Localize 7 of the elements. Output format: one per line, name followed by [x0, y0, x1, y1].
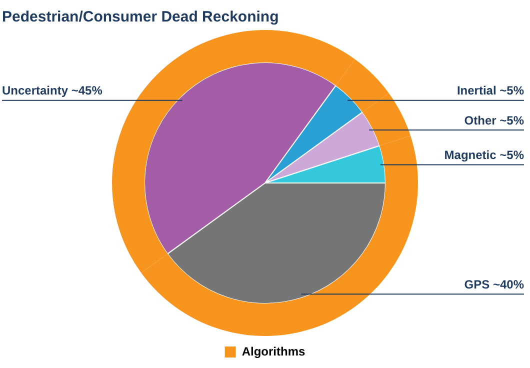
- chart-title: Pedestrian/Consumer Dead Reckoning: [2, 8, 279, 26]
- slice-label: Uncertainty ~45%: [2, 84, 103, 98]
- slice-label: Magnetic ~5%: [444, 148, 524, 162]
- slice-label: Other ~5%: [464, 113, 524, 128]
- slice-label: Inertial ~5%: [456, 84, 524, 98]
- legend-label: Algorithms: [242, 344, 306, 358]
- slice-label: GPS ~40%: [464, 277, 524, 292]
